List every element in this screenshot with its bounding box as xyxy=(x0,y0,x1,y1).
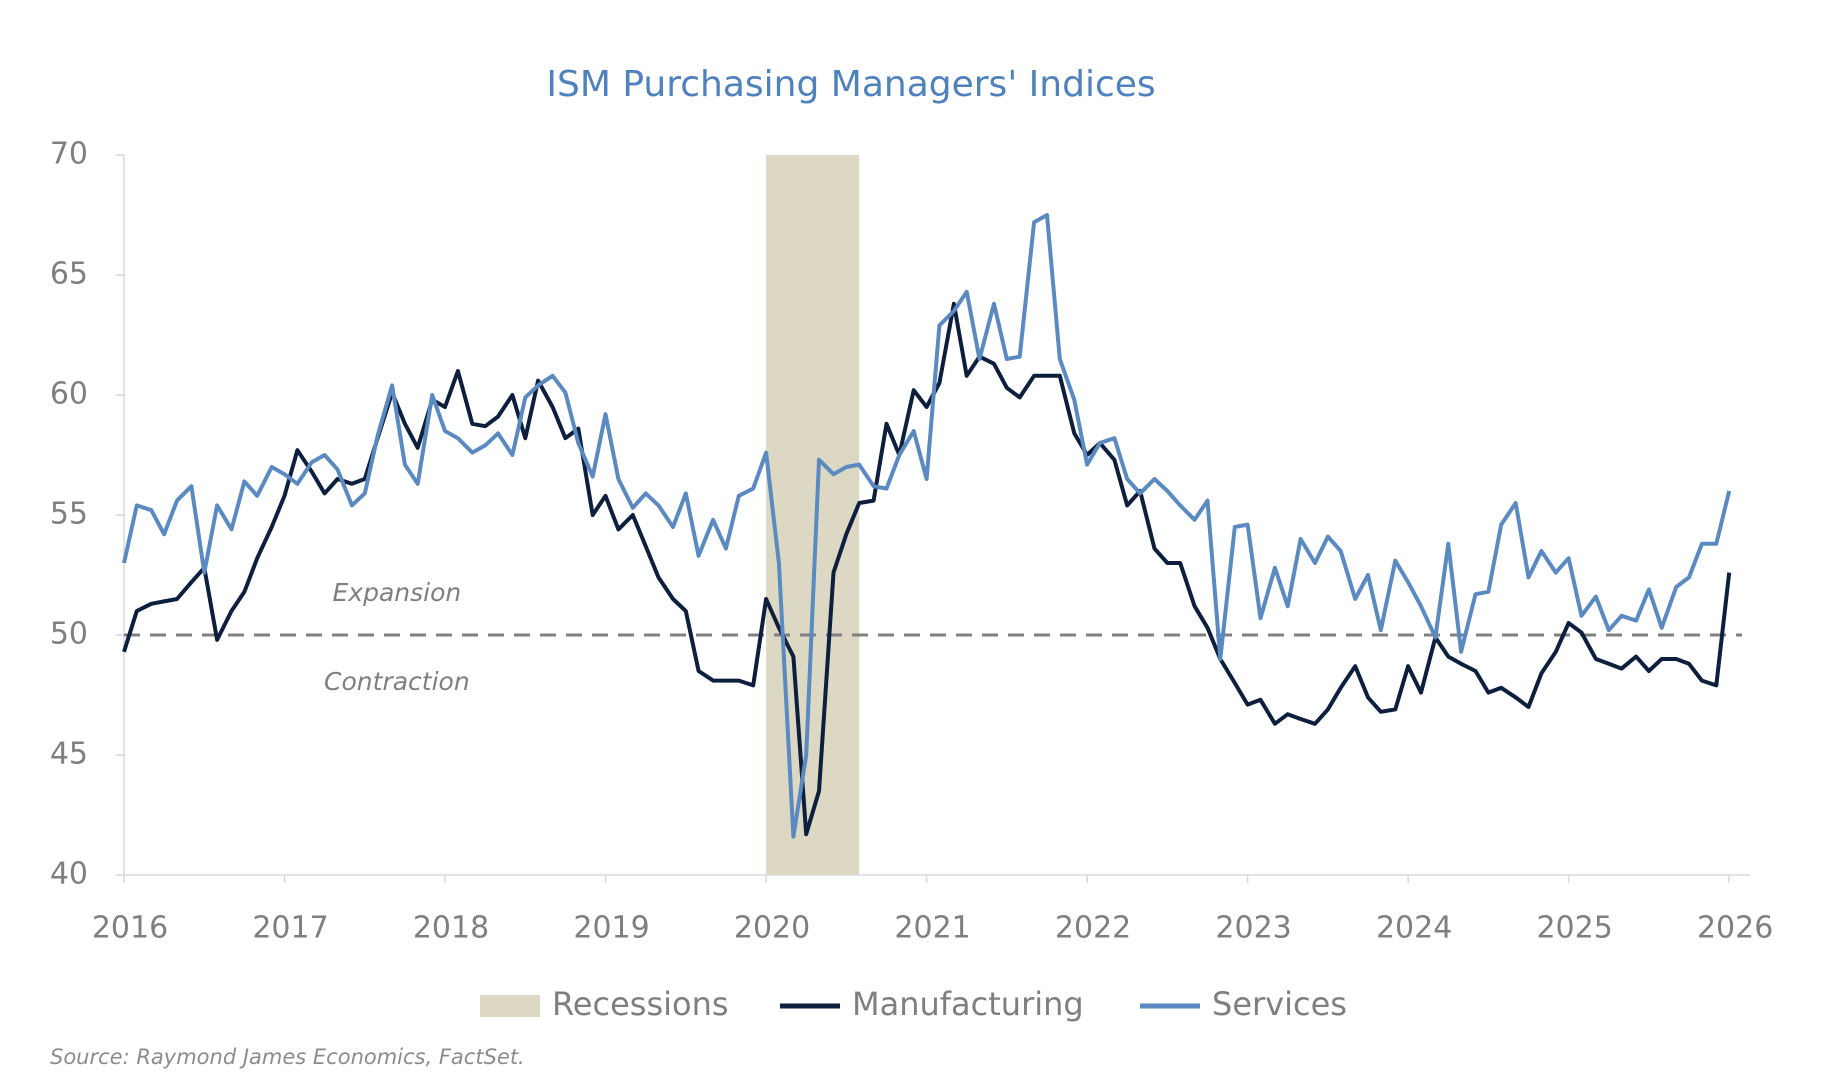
x-tick-label: 2019 xyxy=(573,911,649,946)
y-tick-label: 60 xyxy=(50,377,88,412)
y-tick-label: 45 xyxy=(50,737,88,772)
legend-swatch xyxy=(480,995,540,1017)
annotation: Expansion xyxy=(333,578,462,607)
x-tick-label: 2017 xyxy=(252,911,328,946)
y-tick-label: 65 xyxy=(50,257,88,292)
legend-label: Recessions xyxy=(552,985,729,1023)
x-tick-label: 2020 xyxy=(734,911,810,946)
legend-label: Services xyxy=(1212,985,1347,1023)
y-tick-label: 55 xyxy=(50,497,88,532)
x-tick-label: 2024 xyxy=(1376,911,1452,946)
x-tick-label: 2018 xyxy=(413,911,489,946)
series-line xyxy=(122,213,1732,839)
x-tick-label: 2022 xyxy=(1055,911,1131,946)
x-tick-label: 2025 xyxy=(1536,911,1612,946)
y-tick-label: 70 xyxy=(50,137,88,172)
source-note: Source: Raymond James Economics, FactSet… xyxy=(50,1045,525,1069)
x-tick-label: 2023 xyxy=(1215,911,1291,946)
y-tick-label: 40 xyxy=(50,857,88,892)
x-tick-label: 2026 xyxy=(1697,911,1773,946)
chart-title: ISM Purchasing Managers' Indices xyxy=(546,64,1155,105)
x-tick-label: 2016 xyxy=(92,911,168,946)
annotation: Contraction xyxy=(324,667,470,696)
legend-label: Manufacturing xyxy=(852,985,1084,1023)
y-tick-label: 50 xyxy=(50,617,88,652)
x-tick-label: 2021 xyxy=(894,911,970,946)
series-line xyxy=(122,301,1732,837)
recession-band xyxy=(766,155,860,875)
